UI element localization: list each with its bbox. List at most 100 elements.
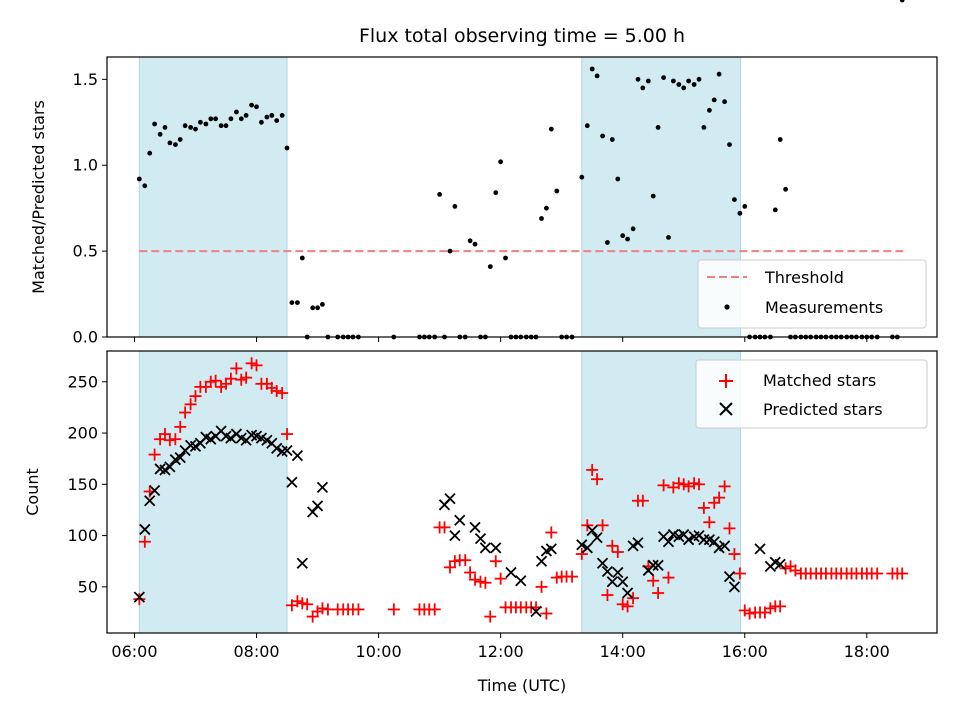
measurement-point bbox=[167, 140, 173, 146]
matched-star-marker bbox=[169, 433, 182, 446]
measurement-point bbox=[676, 82, 682, 87]
matched-star-marker bbox=[703, 516, 716, 529]
y-tick-label: 250 bbox=[67, 372, 98, 391]
measurement-point bbox=[487, 264, 493, 269]
predicted-star-marker bbox=[774, 558, 786, 570]
highlight-span bbox=[138, 350, 288, 634]
measurement-point bbox=[213, 116, 219, 122]
predicted-star-marker bbox=[515, 575, 527, 587]
legend-measurements-label: Measurements bbox=[765, 298, 883, 317]
predicted-star-marker bbox=[586, 524, 598, 537]
legend-predicted-label: Predicted stars bbox=[763, 400, 883, 419]
bottom-x-ticks: 06:00 08:00 10:00 12:00 14:00 16:00 18:00 bbox=[111, 633, 890, 661]
predicted-star-marker bbox=[505, 566, 517, 579]
ratio-subplot: Flux total observing time = 5.00 h Match… bbox=[29, 0, 938, 347]
matched-star-marker bbox=[209, 374, 222, 387]
measurement-point bbox=[737, 210, 743, 216]
matched-star-marker bbox=[718, 480, 731, 493]
measurement-point bbox=[315, 305, 320, 311]
matched-star-marker bbox=[428, 603, 441, 616]
legend-measurements-swatch bbox=[724, 304, 730, 310]
predicted-star-marker bbox=[139, 523, 151, 536]
x-tick-label: 06:00 bbox=[111, 642, 157, 661]
predicted-star-marker bbox=[647, 559, 659, 571]
predicted-star-marker bbox=[296, 557, 308, 569]
predicted-star-marker bbox=[159, 464, 171, 476]
matched-star-marker bbox=[387, 603, 400, 616]
matched-star-marker bbox=[896, 567, 909, 580]
predicted-star-marker bbox=[591, 531, 603, 544]
measurement-point bbox=[681, 85, 687, 91]
measurement-point bbox=[742, 204, 748, 209]
predicted-star-marker bbox=[148, 484, 161, 497]
top-legend: Threshold Measurements bbox=[697, 259, 927, 329]
legend-predicted-swatch bbox=[719, 402, 733, 416]
matched-star-marker bbox=[438, 521, 451, 534]
measurement-point bbox=[452, 204, 458, 209]
measurement-point bbox=[284, 145, 290, 151]
matched-star-marker bbox=[489, 555, 502, 568]
predicted-star-marker bbox=[311, 500, 324, 512]
measurement-point bbox=[691, 82, 697, 87]
measurement-point bbox=[772, 207, 778, 213]
predicted-star-marker bbox=[606, 576, 618, 588]
predicted-star-marker bbox=[545, 543, 557, 555]
measurement-point bbox=[544, 205, 549, 211]
predicted-star-marker bbox=[316, 481, 329, 494]
matched-star-marker bbox=[713, 491, 726, 504]
predicted-star-marker bbox=[205, 433, 217, 445]
measurement-point bbox=[589, 66, 595, 72]
measurement-point bbox=[162, 125, 168, 130]
highlight-span bbox=[138, 56, 288, 338]
measurement-point bbox=[198, 119, 203, 125]
predicted-star-marker bbox=[490, 542, 502, 554]
predicted-star-marker bbox=[535, 555, 548, 567]
predicted-star-marker bbox=[261, 434, 273, 446]
predicted-star-marker bbox=[189, 440, 202, 453]
matched-star-marker bbox=[479, 576, 492, 589]
predicted-star-marker bbox=[682, 534, 695, 546]
matched-star-marker bbox=[352, 603, 365, 616]
y-tick-label: 200 bbox=[67, 424, 98, 443]
matched-star-marker bbox=[138, 535, 151, 548]
matched-star-marker bbox=[148, 448, 161, 461]
predicted-star-marker bbox=[281, 444, 293, 457]
matched-star-marker bbox=[224, 372, 237, 385]
predicted-star-marker bbox=[225, 432, 237, 444]
measurement-point bbox=[208, 116, 214, 122]
y-tick-label: 0.5 bbox=[73, 242, 98, 261]
measurement-point bbox=[899, 0, 905, 3]
legend-threshold-label: Threshold bbox=[764, 268, 844, 287]
x-tick-label: 12:00 bbox=[478, 642, 524, 661]
chart-title: Flux total observing time = 5.00 h bbox=[359, 25, 685, 47]
predicted-star-marker bbox=[164, 461, 176, 473]
measurement-point bbox=[584, 123, 590, 129]
predicted-star-marker bbox=[479, 542, 492, 554]
matched-star-marker bbox=[789, 564, 802, 577]
matched-star-marker bbox=[469, 573, 482, 586]
measurement-point bbox=[173, 142, 178, 148]
measurement-point bbox=[696, 76, 702, 82]
matched-star-marker bbox=[464, 566, 477, 579]
legend-matched-label: Matched stars bbox=[763, 371, 876, 390]
matched-star-marker bbox=[871, 567, 884, 580]
predicted-star-marker bbox=[612, 566, 624, 579]
predicted-star-marker bbox=[632, 537, 644, 549]
matched-star-marker bbox=[184, 398, 197, 411]
matched-star-marker bbox=[627, 592, 640, 605]
matched-star-marker bbox=[652, 587, 665, 600]
matched-star-marker bbox=[733, 567, 746, 580]
legend-matched-swatch bbox=[719, 374, 733, 388]
x-tick-label: 10:00 bbox=[356, 642, 402, 661]
matched-star-marker bbox=[682, 480, 695, 493]
y-tick-label: 100 bbox=[67, 526, 98, 545]
matched-star-marker bbox=[174, 420, 187, 433]
predicted-star-marker bbox=[596, 557, 609, 569]
bottom-y-axis-label: Count bbox=[23, 468, 42, 516]
matched-star-marker bbox=[189, 390, 202, 403]
measurement-point bbox=[686, 78, 691, 84]
matched-star-marker bbox=[692, 478, 705, 491]
y-tick-label: 50 bbox=[78, 577, 98, 596]
matched-star-marker bbox=[728, 548, 741, 561]
matched-star-marker bbox=[581, 519, 594, 532]
